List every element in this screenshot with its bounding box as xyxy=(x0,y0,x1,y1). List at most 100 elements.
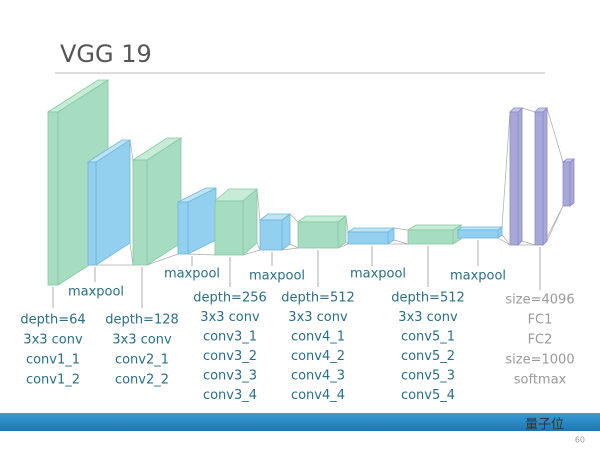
layer-label: conv3_4 xyxy=(203,388,257,403)
layer-label: conv4_1 xyxy=(291,330,345,345)
block-top xyxy=(406,224,463,231)
layer-label: FC2 xyxy=(528,333,553,348)
block-front xyxy=(509,111,519,246)
layer-label: conv4_2 xyxy=(291,349,345,364)
connector xyxy=(129,242,134,266)
layer-label: conv5_1 xyxy=(401,330,455,345)
layer-label: conv4_4 xyxy=(291,388,345,403)
connector xyxy=(393,227,409,231)
conv-group: depth=128 3x3 conv conv2_1 conv2_2 xyxy=(105,313,179,388)
connector xyxy=(256,188,261,221)
layer-label: conv2_1 xyxy=(115,353,169,368)
block-side xyxy=(542,107,548,246)
pool-label: maxpool xyxy=(350,267,406,282)
layer-block xyxy=(86,139,132,266)
connector xyxy=(242,249,261,256)
block-front xyxy=(259,219,283,251)
connector xyxy=(289,213,299,223)
layer-label: depth=128 xyxy=(105,313,179,328)
layer-label: depth=512 xyxy=(281,291,355,306)
connector xyxy=(497,237,511,246)
layer-label: depth=64 xyxy=(20,313,85,328)
layer-label: conv5_3 xyxy=(401,369,455,384)
layer-block xyxy=(177,187,217,255)
connector xyxy=(337,243,349,249)
connector xyxy=(501,111,511,228)
connector xyxy=(501,234,511,246)
layer-label: conv3_3 xyxy=(203,369,257,384)
block-front xyxy=(562,161,571,207)
block-side xyxy=(517,107,523,246)
slide-title: VGG 19 xyxy=(60,40,152,68)
layer-block xyxy=(561,158,576,207)
pool-label: maxpool xyxy=(249,269,305,284)
block-front xyxy=(177,201,189,255)
layer-label: depth=256 xyxy=(193,291,267,306)
layer-label: conv3_1 xyxy=(203,330,257,345)
block-front xyxy=(132,159,148,266)
layer-label: 3x3 conv xyxy=(112,333,172,348)
block-front xyxy=(214,200,244,256)
conv-group: depth=256 3x3 conv conv3_1 conv3_2 conv3_3co… xyxy=(193,291,267,404)
connector xyxy=(256,242,261,251)
layer-label: 3x3 conv xyxy=(200,310,260,325)
layer-block xyxy=(258,213,292,251)
connector xyxy=(289,243,299,249)
layer-label: 3x3 conv xyxy=(398,310,458,325)
layer-block xyxy=(534,107,548,246)
layer-label: conv5_2 xyxy=(401,349,455,364)
layer-block xyxy=(131,137,183,266)
pool-label: maxpool xyxy=(68,285,124,300)
layer-label: softmax xyxy=(514,373,567,388)
block-front xyxy=(87,161,97,266)
connector xyxy=(146,253,179,266)
connector xyxy=(129,139,134,161)
watermark: 量子位 xyxy=(525,418,564,433)
layers xyxy=(46,79,576,286)
layer-label: 3x3 conv xyxy=(288,310,348,325)
block-front xyxy=(407,229,454,245)
block-front xyxy=(297,221,339,249)
layer-label: depth=512 xyxy=(391,291,465,306)
layer-label: conv2_2 xyxy=(115,373,169,388)
layer-label: conv4_3 xyxy=(291,369,345,384)
page-number: 60 xyxy=(575,436,585,445)
layer-label: conv5_4 xyxy=(401,388,455,403)
block-front xyxy=(47,111,59,286)
layer-label: size=4096 xyxy=(505,293,574,308)
block-front xyxy=(534,111,544,246)
layer-label: conv1_2 xyxy=(26,373,80,388)
pool-label: maxpool xyxy=(450,269,506,284)
block-top xyxy=(296,215,348,223)
layer-block xyxy=(406,224,463,245)
layer-block xyxy=(509,107,523,246)
labels: maxpool maxpool maxpool maxpool maxpool depth… xyxy=(20,240,575,404)
connector xyxy=(546,107,564,163)
block-top xyxy=(346,227,396,233)
footer-bar xyxy=(0,413,600,431)
block-front xyxy=(457,229,499,239)
pool-label: maxpool xyxy=(164,267,220,282)
layer-block xyxy=(213,188,259,256)
layer-label: size=1000 xyxy=(505,353,574,368)
layer-block xyxy=(456,226,504,239)
layer-label: conv1_1 xyxy=(26,353,80,368)
conv-group: depth=512 3x3 conv conv4_1 conv4_2 conv4_3co… xyxy=(281,291,355,404)
connector xyxy=(187,253,216,256)
connector xyxy=(521,240,536,246)
fc-group: size=4096 FC1 FC2 size=1000 softmax xyxy=(505,293,574,388)
block-side xyxy=(569,158,575,207)
layer-label: 3x3 conv xyxy=(23,333,83,348)
layer-label: FC1 xyxy=(528,313,553,328)
connector xyxy=(393,239,409,245)
layer-block xyxy=(296,215,348,249)
layer-block xyxy=(346,227,396,245)
block-top xyxy=(456,226,504,231)
connector xyxy=(521,107,536,113)
conv-group: depth=64 3x3 conv conv1_1 conv1_2 xyxy=(20,313,85,388)
layer-label: conv3_2 xyxy=(203,349,257,364)
conv-group: depth=512 3x3 conv conv5_1 conv5_2 conv5_3co… xyxy=(391,291,465,404)
connector xyxy=(281,247,299,251)
block-front xyxy=(347,231,389,245)
